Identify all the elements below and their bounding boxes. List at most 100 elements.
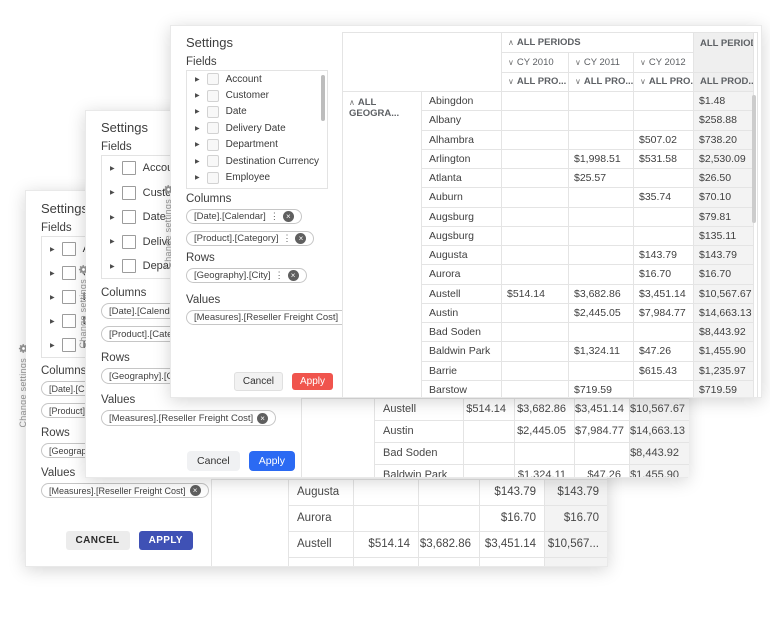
column-header-year[interactable]: ∨ CY 2012	[634, 53, 694, 73]
field-checkbox[interactable]	[206, 105, 219, 118]
chip-remove-icon[interactable]: ×	[257, 412, 269, 424]
field-checkbox[interactable]	[121, 234, 136, 249]
table-row: Barstow $719.59 $719.59	[422, 380, 757, 397]
cancel-button[interactable]: CANCEL	[65, 531, 130, 550]
change-settings-tab[interactable]: Change settings	[161, 184, 175, 269]
expand-arrow-icon[interactable]: ▶	[110, 239, 115, 246]
field-list-item[interactable]: ▶ Date	[187, 104, 327, 120]
field-chip[interactable]: [Date].[Calendar] ⋮ ×	[186, 209, 302, 224]
column-header-products[interactable]: ∨ ALL PRO...	[502, 73, 569, 92]
field-list-item[interactable]: ▶ Date	[102, 205, 297, 230]
chip-menu-icon[interactable]: ⋮	[274, 270, 284, 280]
chip-remove-icon[interactable]: ×	[282, 211, 294, 222]
header-label: CY 2010	[516, 57, 554, 68]
change-settings-tab[interactable]: Change settings	[16, 343, 30, 428]
expand-arrow-icon[interactable]: ▶	[50, 318, 55, 325]
field-checkbox[interactable]	[206, 171, 219, 184]
chip-label: [Geography].[City]	[109, 370, 186, 382]
values-label: Values	[186, 294, 221, 306]
expand-arrow-icon[interactable]: ▶	[110, 263, 115, 270]
column-header-year[interactable]: ∨ CY 2011	[569, 53, 634, 73]
field-checkbox[interactable]	[61, 314, 76, 328]
expand-arrow-icon[interactable]: ▶	[195, 125, 200, 132]
header-label: ALL PRO...	[648, 76, 694, 87]
expand-arrow-icon[interactable]: ▶	[195, 93, 200, 100]
field-list-item[interactable]: ▶ Delivery Date	[187, 120, 327, 136]
apply-button[interactable]: APPLY	[138, 531, 193, 550]
expand-arrow-icon[interactable]: ▶	[195, 76, 200, 83]
table-row: Augsburg $135.11	[422, 226, 757, 246]
panel-title: Settings	[101, 120, 148, 135]
value-cell: $2,445.05	[515, 421, 575, 443]
column-header-products[interactable]: ∨ ALL PRO...	[634, 73, 694, 92]
expand-arrow-icon[interactable]: ▶	[50, 270, 55, 277]
cancel-button[interactable]: Cancel	[233, 372, 283, 391]
chip-menu-icon[interactable]: ⋮	[269, 211, 279, 221]
scrollbar-thumb[interactable]	[752, 95, 756, 223]
value-cell	[464, 421, 515, 443]
field-list-item[interactable]: ▶ Employee	[187, 169, 327, 185]
field-checkbox[interactable]	[121, 259, 136, 274]
field-checkbox[interactable]	[121, 161, 136, 176]
change-settings-tab[interactable]: Change settings	[76, 264, 90, 349]
chip-remove-icon[interactable]: ×	[295, 233, 307, 244]
table-row: Austin $2,445.05 $7,984.77 $14,663.13	[375, 421, 689, 443]
expand-arrow-icon[interactable]: ▶	[110, 190, 115, 197]
field-list-item[interactable]: ▶ Customer	[187, 87, 327, 103]
value-cell: $16.70	[634, 265, 694, 285]
value-cell: $1,324.11	[569, 342, 634, 362]
field-checkbox[interactable]	[206, 73, 219, 86]
value-cell	[502, 342, 569, 362]
expand-arrow-icon[interactable]: ▶	[195, 158, 200, 165]
value-cell: $514.14	[502, 284, 569, 304]
row-area-header[interactable]: ∧ ALL GEOGRA...	[343, 92, 422, 397]
field-checkbox[interactable]	[61, 266, 76, 280]
chip-menu-icon[interactable]: ⋮	[282, 233, 292, 243]
measure-chip[interactable]: [Measures].[Reseller Freight Cost] ×	[186, 310, 362, 325]
column-header-year[interactable]: ∨ CY 2010	[502, 53, 569, 73]
field-chip[interactable]: [Geography].[City] ⋮ ×	[186, 268, 307, 283]
field-checkbox[interactable]	[61, 290, 76, 304]
chip-remove-icon[interactable]: ×	[189, 485, 201, 496]
value-cell	[502, 111, 569, 131]
field-checkbox[interactable]	[206, 138, 219, 151]
total-cell: $16.70	[694, 265, 754, 285]
field-checkbox[interactable]	[206, 89, 219, 102]
rows-label: Rows	[101, 352, 130, 364]
chip-label: [Date].[Calendar]	[49, 383, 118, 394]
measure-chip[interactable]: [Measures].[Reseller Freight Cost] ×	[101, 410, 277, 426]
field-checkbox[interactable]	[206, 122, 219, 135]
apply-button[interactable]: Apply	[291, 373, 333, 390]
apply-button[interactable]: Apply	[248, 451, 295, 471]
expand-arrow-icon[interactable]: ▶	[110, 214, 115, 221]
scrollbar-thumb[interactable]	[321, 75, 325, 121]
expand-arrow-icon[interactable]: ▶	[110, 165, 115, 172]
chevron-down-icon: ∨	[575, 77, 581, 86]
field-list-item[interactable]: ▶ Account	[187, 71, 327, 87]
field-checkbox[interactable]	[121, 210, 136, 225]
row-area-spacer	[302, 399, 375, 477]
field-checkbox[interactable]	[206, 155, 219, 168]
city-cell: Barrie	[422, 361, 502, 381]
field-checkbox[interactable]	[61, 242, 76, 256]
cancel-button[interactable]: Cancel	[187, 451, 240, 471]
column-header-products[interactable]: ∨ ALL PRO...	[569, 73, 634, 92]
expand-arrow-icon[interactable]: ▶	[50, 246, 55, 253]
field-checkbox[interactable]	[61, 338, 76, 352]
expand-arrow-icon[interactable]: ▶	[195, 142, 200, 149]
expand-arrow-icon[interactable]: ▶	[195, 109, 200, 116]
field-chip[interactable]: [Product].[Category] ⋮ ×	[186, 231, 315, 246]
value-cell: $3,682.86	[515, 399, 575, 421]
field-list-item[interactable]: ▶ Destination Currency	[187, 153, 327, 169]
measure-chip[interactable]: [Measures].[Reseller Freight Cost] ×	[41, 483, 209, 498]
expand-arrow-icon[interactable]: ▶	[195, 175, 200, 182]
chip-remove-icon[interactable]: ×	[287, 270, 299, 281]
expand-arrow-icon[interactable]: ▶	[50, 342, 55, 349]
grand-total-products-header: ALL PROD...	[694, 73, 754, 92]
field-list-item[interactable]: ▶ Department	[187, 137, 327, 153]
field-list-item[interactable]: ▶ Customer	[102, 181, 297, 206]
city-cell: Auburn	[422, 188, 502, 208]
field-checkbox[interactable]	[121, 185, 136, 200]
column-header-all-periods[interactable]: ∧ ALL PERIODS	[502, 33, 694, 53]
expand-arrow-icon[interactable]: ▶	[50, 294, 55, 301]
